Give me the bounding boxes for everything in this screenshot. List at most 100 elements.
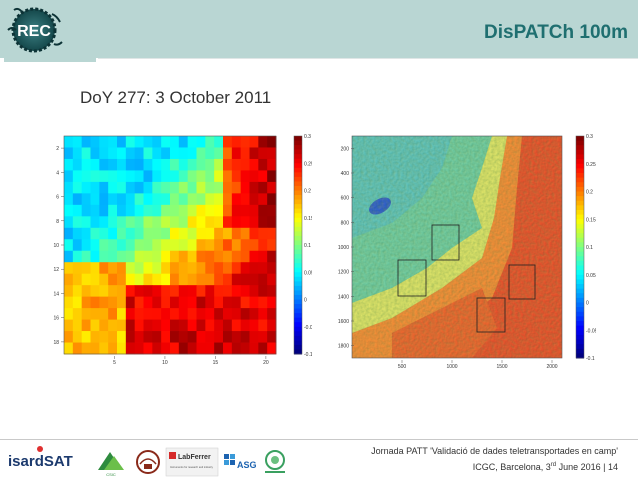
colorbar-segment [576, 270, 584, 276]
map-left-cell [258, 170, 268, 183]
map-left-cell [90, 296, 100, 309]
map-left-cell [64, 250, 74, 263]
map-left-cell [240, 308, 250, 320]
map-left-cell [117, 273, 127, 286]
map-left-cell [72, 308, 83, 320]
map-left-cell [108, 296, 118, 309]
map-left-cell [143, 250, 153, 263]
map-left-cell [223, 193, 233, 206]
map-left-cell [152, 250, 162, 263]
map-left-cell [240, 193, 250, 206]
colorbar-segment [576, 330, 584, 336]
map-left-cell [240, 158, 250, 171]
map-left-cell [161, 147, 171, 160]
map-left-cell [205, 136, 215, 148]
map-left-cell [258, 285, 268, 298]
map-left-cell [161, 227, 171, 240]
map-left-cell [117, 308, 127, 320]
colorbar-segment [294, 172, 302, 178]
map-left-cell [240, 262, 250, 275]
map-left-cell [214, 193, 224, 206]
map-left-cell [170, 273, 180, 286]
colorbar-segment [576, 293, 584, 299]
map-left-cell [249, 262, 259, 275]
map-left-cells [64, 136, 277, 355]
map-left-cell [161, 262, 171, 275]
map-right-image [352, 136, 562, 358]
map-right-colorbar [575, 135, 585, 359]
map-left-cell [214, 296, 224, 309]
map-left-cell [117, 296, 127, 309]
map-left-cell [125, 136, 136, 148]
map-left-cell [99, 204, 109, 217]
map-left-cell [258, 273, 268, 286]
colorbar-segment [294, 208, 302, 214]
map-left-cell [117, 250, 127, 263]
map-left-cell [134, 285, 144, 298]
map-left-cell [267, 273, 277, 286]
map-left-cell [240, 331, 250, 343]
map-left-cell [134, 136, 144, 148]
colorbar-segment [576, 200, 584, 206]
map-left-cell [108, 308, 118, 320]
map-left-cell [64, 136, 74, 148]
map-left-cell [64, 308, 74, 320]
map-left-cell [205, 262, 215, 275]
colorbar-segment [576, 334, 584, 341]
map-left-cell [125, 158, 136, 171]
map-left-cell [152, 147, 162, 160]
map-left-cell [187, 342, 197, 355]
map-left-cell [170, 158, 180, 171]
footer-line-2: ICGC, Barcelona, 3rd June 2016 | 14 [472, 462, 618, 472]
map-left-cell [240, 285, 250, 298]
map-left-cell [125, 227, 136, 240]
colorbar-segment [576, 284, 584, 290]
map-left-cell [81, 158, 91, 171]
colorbar-segment [576, 177, 584, 183]
map-left-cell [99, 296, 109, 309]
map-left-cell [258, 250, 268, 263]
map-left-cell [152, 331, 162, 343]
map-left-cell [267, 227, 277, 240]
map-left-cell [231, 285, 242, 298]
colorbar-segment [294, 326, 302, 332]
colorbar-segment [576, 159, 584, 165]
map-left-cell [240, 216, 250, 229]
map-left-cell [214, 319, 224, 332]
colorbar-segment [294, 281, 302, 287]
tick-label: 1500 [496, 364, 507, 370]
tick-label: 800 [341, 220, 350, 226]
map-left-cell [214, 342, 224, 355]
map-left-cell [196, 227, 206, 240]
map-left-cell [143, 227, 153, 240]
colorbar-segment [294, 226, 302, 232]
map-left-cell [134, 204, 144, 217]
colorbar-segment [576, 196, 584, 202]
map-left-cell [108, 319, 118, 332]
map-left-cell [81, 170, 91, 183]
map-left-cell [134, 216, 144, 229]
colorbar-tick-label: 0.3 [304, 134, 311, 140]
colorbar-segment [576, 311, 584, 317]
map-left-cell [178, 181, 189, 194]
map-left-cell [205, 342, 215, 355]
map-left-cell [125, 193, 136, 206]
map-left-cell [161, 216, 171, 229]
map-left-cell [267, 147, 277, 160]
map-left-cell [125, 204, 136, 217]
map-left-cell [231, 193, 242, 206]
colorbar-segment [576, 214, 584, 220]
map-left-cell [143, 181, 153, 194]
map-left-cell [196, 262, 206, 275]
map-left-cell [108, 342, 118, 355]
colorbar-segment [294, 231, 302, 237]
map-left-cell [240, 239, 250, 252]
map-left-cell [125, 250, 136, 263]
svg-text:CSIC: CSIC [106, 472, 116, 477]
map-left-cell [249, 193, 259, 206]
tick-label: 5 [113, 360, 116, 366]
map-left-cell [81, 308, 91, 320]
map-left-cell [240, 181, 250, 194]
map-left-cell [231, 342, 242, 355]
colorbar-segment [294, 285, 302, 291]
